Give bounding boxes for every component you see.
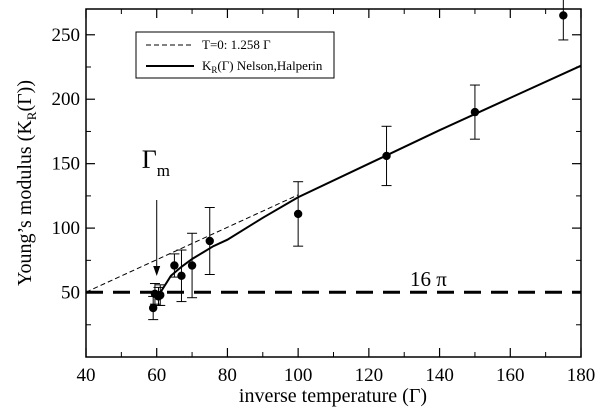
- data-marker: [187, 261, 197, 270]
- x-tick-label: 80: [218, 365, 237, 386]
- legend-label-t0: T=0: 1.258 Γ: [202, 37, 271, 52]
- data-point-9: [381, 125, 392, 187]
- data-marker: [382, 151, 391, 161]
- data-marker: [170, 261, 179, 270]
- x-tick-label: 40: [77, 365, 96, 386]
- data-marker: [470, 107, 480, 117]
- data-point-8: [293, 181, 304, 247]
- data-marker: [177, 271, 186, 280]
- data-point-6: [187, 232, 198, 299]
- x-axis-title: inverse temperature (Γ): [239, 385, 427, 407]
- data-point-5: [176, 249, 187, 303]
- data-point-7: [204, 206, 215, 276]
- data-point-3: [155, 284, 166, 306]
- nelson-halperin-curve: [159, 64, 582, 294]
- nelson-halperin-curve-group: [159, 64, 582, 294]
- x-tick-label: 60: [147, 365, 166, 386]
- x-tick-label: 120: [355, 365, 384, 386]
- annotation-group: Γm: [142, 145, 170, 276]
- data-point-11: [558, 0, 569, 41]
- x-tick-label: 180: [567, 365, 596, 386]
- legend-box: [135, 31, 335, 79]
- y-tick-label: 150: [52, 154, 81, 175]
- y-tick-label: 200: [52, 89, 81, 110]
- data-point-10: [469, 84, 480, 140]
- data-marker: [559, 11, 568, 20]
- y-tick-label: 100: [52, 218, 81, 239]
- x-tick-label: 100: [284, 365, 313, 386]
- legend-label-nelson-halperin: KR(Γ) Nelson,Halperin: [202, 58, 323, 75]
- y-tick-label: 50: [61, 283, 80, 304]
- reference-line-label: 16 π: [410, 267, 447, 291]
- y-axis-title: Young’s modulus (KR(Γ)): [14, 80, 39, 286]
- x-tick-label: 140: [425, 365, 454, 386]
- gamma-m-arrow-head: [153, 266, 161, 276]
- data-marker: [205, 236, 214, 246]
- data-points-group: [148, 0, 569, 321]
- data-marker: [293, 209, 303, 219]
- y-tick-label: 250: [52, 25, 81, 46]
- legend: T=0: 1.258 Γ KR(Γ) Nelson,Halperin: [135, 31, 335, 79]
- gamma-m-label: Γm: [142, 145, 170, 180]
- x-tick-label: 160: [496, 365, 525, 386]
- axis-ticks-group: 40 60 80 100 120 140 160 180 50 100 150 200 250: [52, 9, 596, 386]
- data-marker: [156, 290, 165, 300]
